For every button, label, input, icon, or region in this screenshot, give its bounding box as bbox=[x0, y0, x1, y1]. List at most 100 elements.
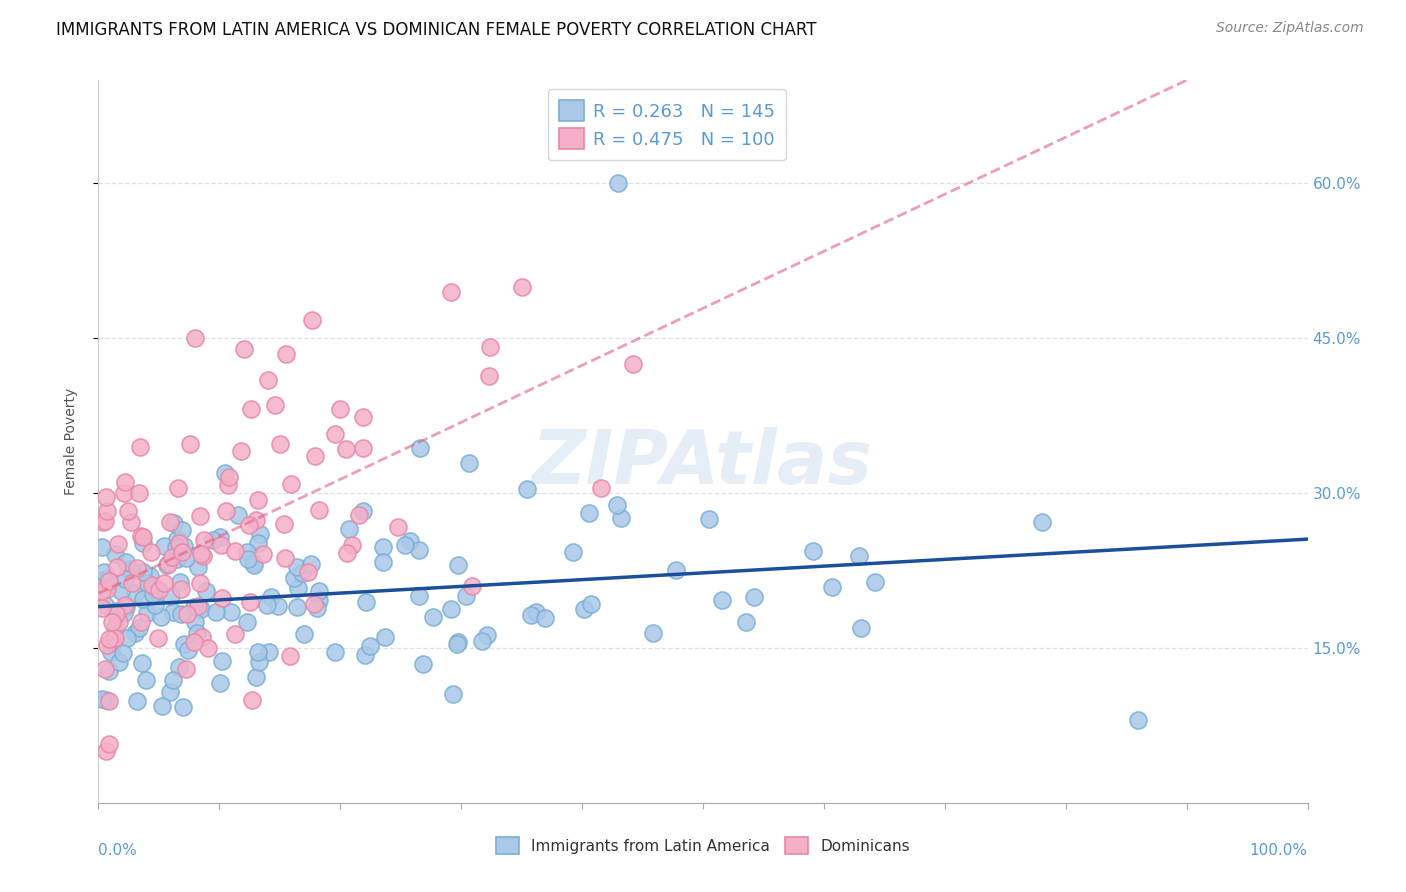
Point bbox=[299, 557, 322, 571]
Point bbox=[287, 582, 309, 596]
Point bbox=[408, 589, 430, 603]
Point bbox=[291, 566, 314, 580]
Point bbox=[607, 177, 630, 191]
Point bbox=[186, 626, 208, 640]
Point bbox=[91, 515, 114, 529]
Point bbox=[96, 638, 118, 652]
Point bbox=[166, 552, 188, 566]
Point bbox=[347, 508, 370, 523]
Point bbox=[524, 606, 547, 620]
Text: ZIPAtlas: ZIPAtlas bbox=[533, 426, 873, 500]
Point bbox=[149, 610, 172, 624]
Point bbox=[209, 538, 232, 552]
Point bbox=[302, 598, 325, 612]
Point bbox=[665, 563, 688, 577]
Point bbox=[148, 583, 170, 598]
Point bbox=[356, 595, 378, 609]
Point bbox=[478, 369, 501, 384]
Point bbox=[246, 492, 269, 507]
Point bbox=[354, 648, 377, 662]
Point bbox=[179, 436, 201, 450]
Point bbox=[132, 530, 155, 544]
Point bbox=[91, 584, 114, 599]
Point bbox=[243, 558, 266, 572]
Point bbox=[104, 607, 127, 621]
Point bbox=[1031, 516, 1053, 530]
Point bbox=[112, 486, 135, 500]
Point bbox=[606, 498, 628, 512]
Point bbox=[117, 504, 139, 518]
Point bbox=[256, 598, 278, 612]
Point bbox=[139, 545, 162, 559]
Point bbox=[184, 330, 207, 344]
Point bbox=[107, 536, 129, 550]
Point bbox=[91, 601, 114, 615]
Point bbox=[214, 467, 236, 481]
Point bbox=[441, 686, 464, 700]
Point bbox=[139, 568, 162, 582]
Point bbox=[259, 590, 281, 604]
Point bbox=[247, 536, 270, 550]
Point bbox=[125, 694, 148, 708]
Point bbox=[446, 637, 468, 651]
Point bbox=[292, 626, 315, 640]
Y-axis label: Female Poverty: Female Poverty bbox=[63, 388, 77, 495]
Point bbox=[202, 533, 225, 548]
Point bbox=[131, 656, 153, 670]
Point bbox=[96, 582, 118, 596]
Point bbox=[94, 693, 117, 707]
Point bbox=[308, 593, 330, 607]
Point bbox=[359, 639, 381, 653]
Point bbox=[323, 645, 346, 659]
Point bbox=[128, 486, 150, 500]
Point bbox=[107, 655, 129, 669]
Legend: Immigrants from Latin America, Dominicans: Immigrants from Latin America, Dominican… bbox=[489, 831, 917, 860]
Point bbox=[160, 589, 183, 603]
Point bbox=[479, 339, 502, 353]
Point bbox=[621, 357, 644, 371]
Point bbox=[169, 607, 191, 622]
Point bbox=[308, 584, 330, 599]
Point bbox=[187, 599, 209, 613]
Point bbox=[477, 628, 499, 642]
Point bbox=[159, 684, 181, 698]
Point bbox=[252, 547, 274, 561]
Point bbox=[371, 555, 394, 569]
Point bbox=[112, 646, 135, 660]
Point bbox=[374, 630, 396, 644]
Point bbox=[97, 572, 120, 586]
Point bbox=[148, 632, 170, 646]
Point bbox=[219, 605, 242, 619]
Point bbox=[215, 504, 238, 518]
Point bbox=[124, 626, 146, 640]
Point bbox=[394, 538, 416, 552]
Point bbox=[848, 549, 870, 563]
Point bbox=[249, 656, 271, 670]
Point bbox=[1128, 713, 1150, 727]
Point bbox=[172, 700, 194, 714]
Point bbox=[100, 645, 122, 659]
Point bbox=[162, 516, 184, 530]
Point bbox=[169, 575, 191, 590]
Point bbox=[245, 513, 267, 527]
Point bbox=[398, 533, 420, 548]
Point bbox=[821, 580, 844, 594]
Point bbox=[849, 621, 872, 635]
Point bbox=[352, 442, 374, 456]
Point bbox=[280, 477, 302, 491]
Point bbox=[335, 442, 357, 457]
Point bbox=[193, 533, 215, 547]
Point bbox=[863, 574, 886, 589]
Point bbox=[177, 642, 200, 657]
Point bbox=[273, 516, 295, 531]
Point bbox=[112, 606, 135, 620]
Point bbox=[152, 539, 174, 553]
Point bbox=[591, 481, 613, 495]
Point bbox=[124, 586, 146, 600]
Point bbox=[520, 607, 543, 622]
Point bbox=[105, 559, 128, 574]
Point bbox=[174, 662, 197, 676]
Point bbox=[169, 535, 191, 549]
Point bbox=[323, 426, 346, 441]
Point bbox=[115, 600, 138, 615]
